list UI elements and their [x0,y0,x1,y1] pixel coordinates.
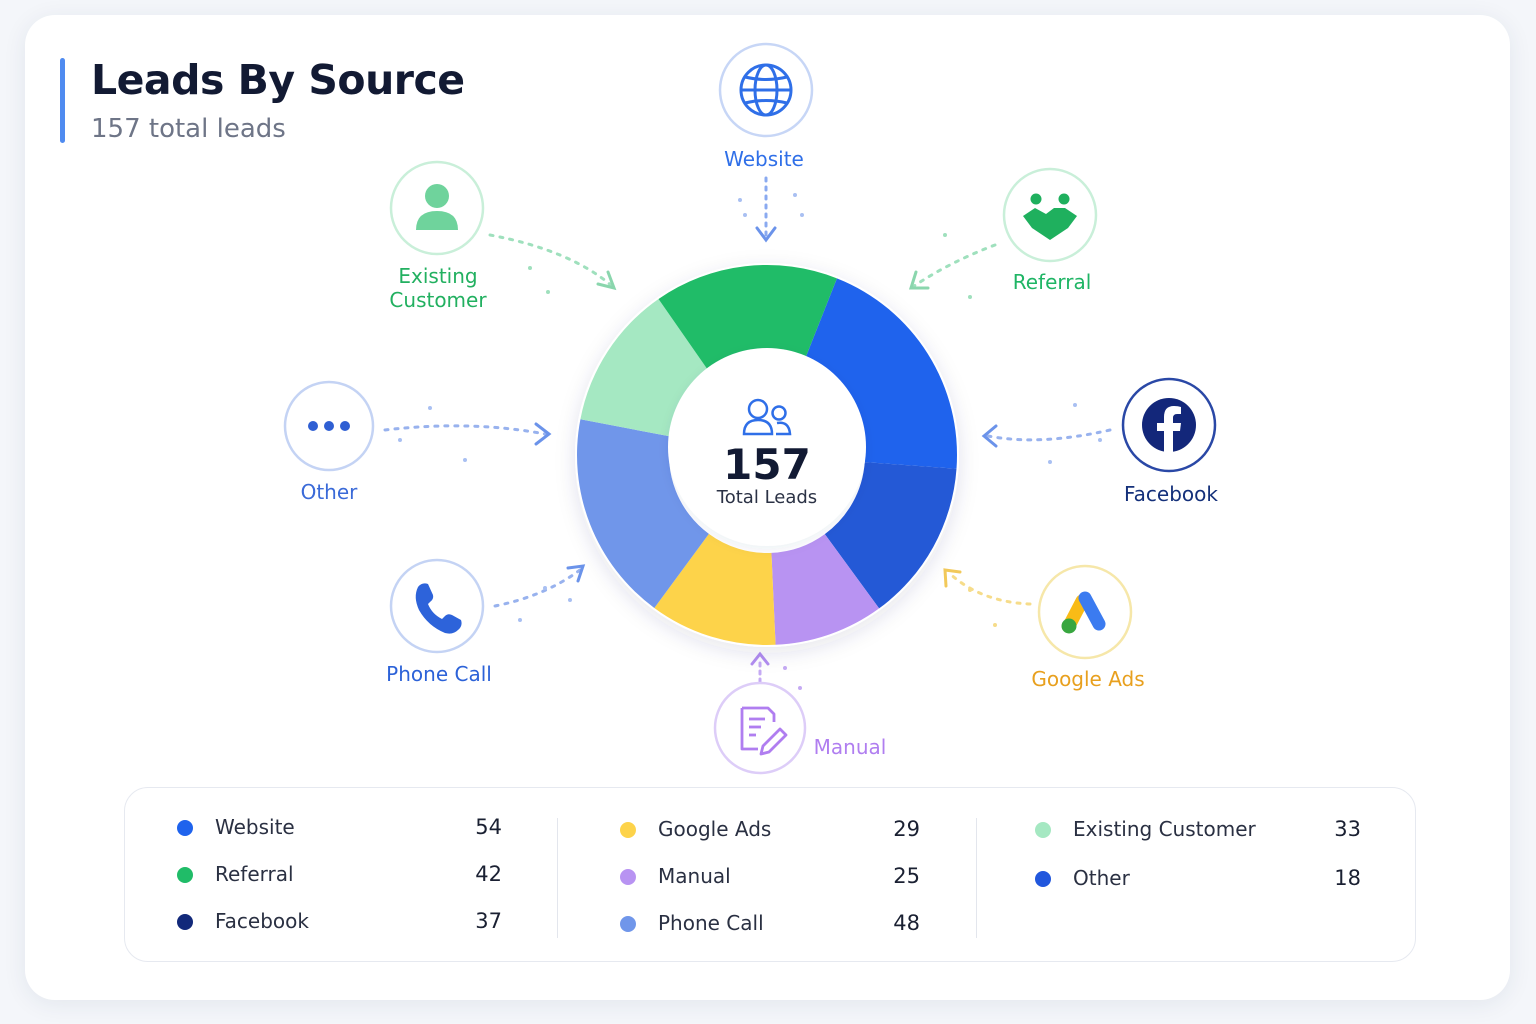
total-leads-label: Total Leads [716,487,818,508]
donut-slices [577,265,957,646]
legend-name: Other [1073,866,1130,890]
title-accent-bar [60,58,65,143]
page-subtitle: 157 total leads [91,114,286,144]
phone-icon [415,583,462,634]
legend-dot [620,916,636,932]
legend-name: Website [215,815,295,839]
google-ads-icon [1061,591,1106,634]
legend-item-phone-call: Phone Call 48 [620,909,920,939]
legend-panel: Website 54 Referral 42 Facebook 37 Googl… [124,787,1416,962]
legend-dot [177,867,193,883]
slice-facebook[interactable] [824,462,957,609]
legend-item-google-ads: Google Ads 29 [620,815,920,845]
slice-manual[interactable] [771,534,880,645]
legend-value: 54 [475,815,502,839]
legend-dot [1035,871,1051,887]
slice-existing-customer[interactable] [580,299,712,437]
slice-phone-call[interactable] [577,419,709,608]
source-node-manual[interactable] [713,681,807,775]
connector-decorations [383,176,1112,684]
legend-item-referral: Referral 42 [177,860,502,890]
source-node-google-ads[interactable] [1037,564,1133,660]
source-node-phone-call[interactable] [389,558,485,654]
page-title: Leads By Source [91,56,465,104]
slice-website[interactable] [803,278,957,469]
source-node-website[interactable] [718,42,814,138]
legend-dot [620,822,636,838]
handshake-icon [1023,193,1077,240]
source-label-website: Website [724,147,804,171]
legend-name: Existing Customer [1073,817,1256,841]
source-label-phone-call: Phone Call [386,662,492,686]
user-icon [416,184,458,230]
legend-name: Google Ads [658,817,772,841]
legend-dot [177,820,193,836]
slice-referral[interactable] [658,265,837,375]
legend-divider [976,818,977,938]
more-dots-icon [308,421,350,431]
legend-dot [177,914,193,930]
legend-dot [620,869,636,885]
source-label-google-ads: Google Ads [1031,667,1145,691]
legend-name: Phone Call [658,911,764,935]
document-pen-icon [740,706,788,756]
legend-value: 48 [893,911,920,935]
legend-value: 29 [893,817,920,841]
source-label-manual: Manual [813,735,887,759]
legend-value: 25 [893,864,920,888]
legend-value: 37 [475,909,502,933]
legend-item-facebook: Facebook 37 [177,907,502,937]
legend-item-other: Other 18 [1035,864,1361,894]
legend-item-existing-customer: Existing Customer 33 [1035,815,1361,845]
source-label-facebook: Facebook [1124,482,1218,506]
legend-value: 18 [1334,866,1361,890]
legend-name: Referral [215,862,294,886]
source-label-referral: Referral [1012,270,1092,294]
source-label-existing-customer: Existing Customer [389,264,487,312]
legend-item-website: Website 54 [177,813,502,843]
source-node-existing-customer[interactable] [389,160,485,256]
legend-divider [557,818,558,938]
globe-icon [739,63,793,117]
total-leads-count: 157 [723,440,811,489]
users-icon [742,398,792,436]
source-label-other: Other [300,480,358,504]
legend-name: Manual [658,864,731,888]
legend-item-manual: Manual 25 [620,862,920,892]
sparkle-dots [398,193,1102,690]
source-node-referral[interactable] [1002,167,1098,263]
source-node-other[interactable] [283,380,375,472]
slice-google-ads[interactable] [654,533,776,646]
legend-value: 42 [475,862,502,886]
legend-dot [1035,822,1051,838]
legend-name: Facebook [215,909,309,933]
donut-hole [668,348,866,546]
facebook-icon [1142,398,1196,452]
legend-value: 33 [1334,817,1361,841]
source-node-facebook[interactable] [1121,377,1217,473]
